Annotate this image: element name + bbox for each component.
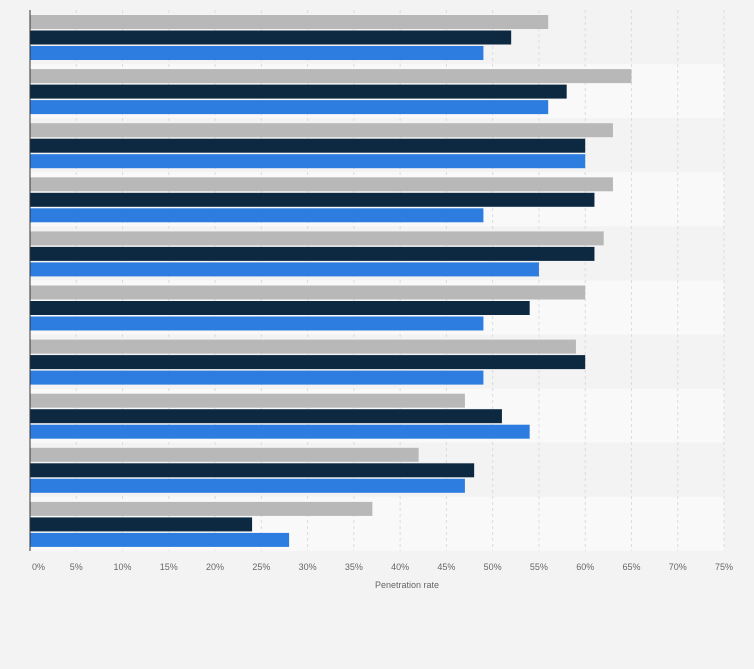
bar	[30, 463, 475, 478]
bar	[30, 355, 586, 370]
bar	[30, 393, 465, 408]
bar	[30, 30, 512, 45]
x-tick-label: 5%	[70, 562, 83, 572]
x-tick-label: 45%	[437, 562, 455, 572]
x-tick-label: 10%	[114, 562, 132, 572]
x-tick-label: 0%	[32, 562, 45, 572]
bar	[30, 316, 484, 331]
x-tick-label: 20%	[206, 562, 224, 572]
bar	[30, 46, 484, 60]
bar	[30, 532, 290, 547]
bar	[30, 15, 549, 29]
x-tick-label: 60%	[576, 562, 594, 572]
bar	[30, 447, 419, 462]
x-axis-title: Penetration rate	[375, 580, 439, 590]
x-tick-label: 65%	[622, 562, 640, 572]
x-tick-label: 35%	[345, 562, 363, 572]
bar	[30, 177, 613, 192]
bar	[30, 123, 613, 138]
x-tick-label: 30%	[299, 562, 317, 572]
x-tick-label: 15%	[160, 562, 178, 572]
x-tick-label: 50%	[484, 562, 502, 572]
bar	[30, 339, 576, 354]
x-tick-label: 40%	[391, 562, 409, 572]
bar	[30, 246, 595, 261]
bar	[30, 192, 595, 207]
bar	[30, 231, 604, 246]
bar	[30, 154, 586, 169]
bar	[30, 69, 632, 84]
x-tick-label: 70%	[669, 562, 687, 572]
bar	[30, 285, 586, 300]
bar	[30, 84, 567, 99]
x-tick-labels: 0% 5% 10% 15% 20% 25% 30% 35% 40% 45% 50% 55% 60% 65%…	[32, 562, 733, 572]
bar	[30, 301, 530, 315]
bar-chart: 0% 5% 10% 15% 20% 25% 30% 35% 40% 45% 50% 55% 60% 65%…	[29, 10, 733, 590]
bar	[30, 409, 502, 424]
bars	[30, 15, 632, 547]
bar	[30, 262, 539, 277]
x-tick-label: 25%	[252, 562, 270, 572]
bar	[30, 478, 465, 493]
x-tick-label: 75%	[715, 562, 733, 572]
bar	[30, 501, 373, 516]
bar	[30, 517, 253, 532]
bar	[30, 424, 530, 439]
bar	[30, 100, 549, 115]
bar	[30, 138, 586, 153]
x-tick-label: 55%	[530, 562, 548, 572]
bar	[30, 370, 484, 385]
bar	[30, 208, 484, 223]
